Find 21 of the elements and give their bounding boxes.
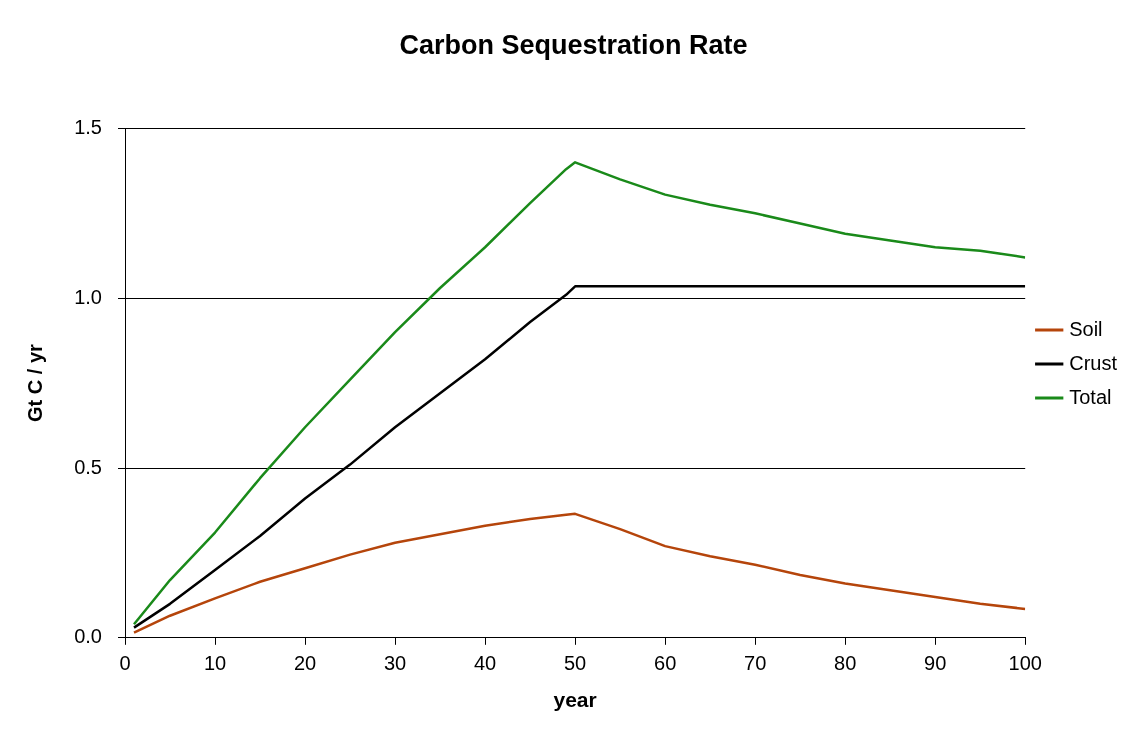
legend-label: Total bbox=[1069, 385, 1112, 408]
y-tick-label: 0.0 bbox=[74, 625, 102, 648]
x-tick-label: 60 bbox=[654, 652, 677, 675]
x-tick-label: 70 bbox=[744, 652, 767, 675]
y-tick-label: 1.0 bbox=[74, 285, 102, 308]
chart-title: Carbon Sequestration Rate bbox=[399, 29, 748, 60]
y-tick-label: 1.5 bbox=[74, 115, 102, 138]
x-tick-label: 30 bbox=[383, 652, 407, 675]
x-axis-title: year bbox=[553, 688, 597, 712]
x-tick-label: 20 bbox=[293, 652, 317, 675]
y-tick-label: 0.5 bbox=[74, 455, 102, 478]
y-axis-title: Gt C / yr bbox=[23, 343, 46, 422]
x-tick-label: 100 bbox=[1008, 652, 1042, 675]
legend-label: Crust bbox=[1069, 351, 1118, 374]
x-tick-label: 10 bbox=[203, 652, 227, 675]
x-tick-label: 0 bbox=[119, 652, 131, 675]
x-tick-label: 90 bbox=[924, 652, 947, 675]
x-tick-label: 50 bbox=[563, 652, 587, 675]
x-tick-label: 40 bbox=[473, 652, 497, 675]
x-tick-label: 80 bbox=[834, 652, 857, 675]
legend-label: Soil bbox=[1069, 317, 1103, 340]
